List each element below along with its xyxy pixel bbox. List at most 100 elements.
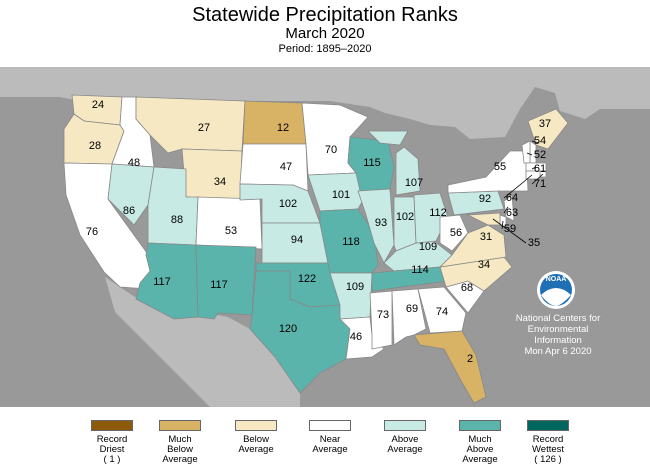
- legend-label: ( 126 ): [534, 454, 562, 465]
- rank-label-nv: 86: [123, 205, 135, 217]
- rank-labels: 24 28 76 48 86 27 34 88 117 53 117 12 47 102 94 122 120 7…: [86, 99, 551, 365]
- state-mi: [367, 130, 421, 196]
- rank-label-ct: 64: [506, 192, 518, 204]
- credit-date: Mon Apr 6 2020: [524, 346, 591, 357]
- rank-label-id: 48: [128, 157, 140, 169]
- rank-label-ga: 74: [436, 306, 448, 318]
- legend-swatch: [159, 420, 201, 431]
- rank-label-az: 117: [153, 276, 171, 288]
- legend-item-much-below: Much Below Average: [144, 420, 216, 465]
- legend-swatch: [235, 420, 277, 431]
- legend-item-record-driest: Record Driest( 1 ): [76, 420, 148, 465]
- rank-label-vt: 52: [534, 149, 546, 161]
- page-title: Statewide Precipitation Ranks: [192, 4, 458, 26]
- rank-label-wa: 24: [92, 99, 104, 111]
- legend-label: Record: [532, 434, 564, 445]
- rank-label-ok: 122: [298, 273, 316, 285]
- noaa-bird-icon: [541, 288, 571, 306]
- legend-label: Above: [466, 444, 494, 455]
- credit-line3: Information: [534, 335, 582, 346]
- legend-label: Average: [462, 454, 498, 465]
- states-layer: [63, 94, 569, 404]
- rank-label-il: 93: [375, 217, 387, 229]
- rank-label-tn: 114: [411, 264, 429, 276]
- leader-line-ct: [503, 174, 533, 199]
- leader-line-nj: [503, 206, 509, 214]
- state-me: [527, 108, 569, 150]
- rank-label-pa: 92: [479, 193, 491, 205]
- state-va: [438, 224, 507, 268]
- legend-label: ( 1 ): [103, 454, 121, 465]
- legend-label: Above: [391, 434, 419, 445]
- period-label: Period: 1895–2020: [278, 43, 372, 55]
- canada-land: [0, 67, 650, 139]
- legend-label: Average: [312, 444, 348, 455]
- rank-label-la: 46: [350, 331, 362, 343]
- rank-label-in: 102: [396, 211, 414, 223]
- rank-label-nm: 117: [210, 279, 228, 291]
- map-frame: 24 28 76 48 86 27 34 88 117 53 117 12 47 102 94 122 120 7…: [0, 67, 650, 407]
- rank-label-md: 35: [528, 237, 540, 249]
- rank-label-oh: 112: [429, 207, 447, 219]
- rank-label-nc: 34: [478, 259, 490, 271]
- state-wy: [181, 148, 243, 201]
- legend-swatch: [91, 420, 133, 431]
- legend-item-much-above: Much Above Average: [444, 420, 516, 465]
- rank-label-ut: 88: [171, 214, 183, 226]
- state-ms: [369, 290, 393, 350]
- leader-line-ri: [531, 173, 544, 185]
- rank-label-ri: 71: [534, 178, 546, 190]
- page-subtitle: March 2020: [285, 25, 365, 42]
- rank-label-sd: 47: [280, 161, 292, 173]
- rank-label-co: 53: [225, 225, 237, 237]
- state-wv: [439, 214, 469, 252]
- title-block: Statewide Precipitation Ranks March 2020…: [0, 0, 650, 56]
- rank-label-ma: 61: [534, 163, 546, 175]
- rank-label-mn: 70: [325, 144, 337, 156]
- state-fl: [413, 330, 487, 404]
- rank-label-nj: 63: [506, 207, 518, 219]
- rank-label-mo: 118: [342, 236, 360, 248]
- rank-label-ia: 101: [332, 189, 350, 201]
- leader-line-md: [492, 218, 527, 244]
- rank-label-wi: 115: [363, 157, 381, 169]
- leader-line-ma: [531, 166, 537, 170]
- legend-item-near: Near Average: [294, 420, 366, 455]
- legend-label: Average: [162, 454, 198, 465]
- rank-label-nh: 54: [534, 135, 546, 147]
- legend-label: Below: [167, 444, 193, 455]
- rank-label-ar: 109: [346, 281, 364, 293]
- state-co: [195, 196, 263, 250]
- legend: Record Driest( 1 ) Much Below Average Below Av…: [0, 420, 650, 475]
- rank-label-fl: 2: [467, 353, 473, 365]
- state-nd: [242, 100, 307, 145]
- legend-swatch: [459, 420, 501, 431]
- rank-label-wy: 34: [214, 176, 226, 188]
- rank-label-mi: 107: [405, 177, 423, 189]
- rank-label-va: 31: [480, 231, 492, 243]
- leader-line-de: [501, 220, 504, 230]
- legend-label: Much: [468, 434, 492, 445]
- us-map: 24 28 76 48 86 27 34 88 117 53 117 12 47 102 94 122 120 7…: [0, 67, 650, 407]
- rank-label-ca: 76: [86, 226, 98, 238]
- state-md: [466, 212, 501, 226]
- state-in: [393, 196, 417, 252]
- legend-label: Much: [168, 434, 192, 445]
- legend-label: Average: [238, 444, 274, 455]
- rank-label-tx: 120: [279, 323, 297, 335]
- legend-label: Below: [243, 434, 269, 445]
- rank-label-ks: 94: [291, 234, 303, 246]
- leader-lines: [492, 140, 544, 244]
- rank-label-ky: 109: [419, 241, 437, 253]
- rank-label-me: 37: [539, 118, 551, 130]
- rank-label-de: 59: [504, 223, 516, 235]
- noaa-logo-text: NOAA: [546, 276, 567, 283]
- legend-item-above: Above Average: [369, 420, 441, 455]
- legend-label: Near: [319, 434, 341, 445]
- mexico-land: [105, 277, 300, 407]
- rank-label-wv: 56: [450, 227, 462, 239]
- rank-label-al: 69: [406, 303, 418, 315]
- state-nv: [107, 163, 155, 226]
- rank-label-nd: 12: [277, 122, 289, 134]
- state-nm: [195, 244, 257, 320]
